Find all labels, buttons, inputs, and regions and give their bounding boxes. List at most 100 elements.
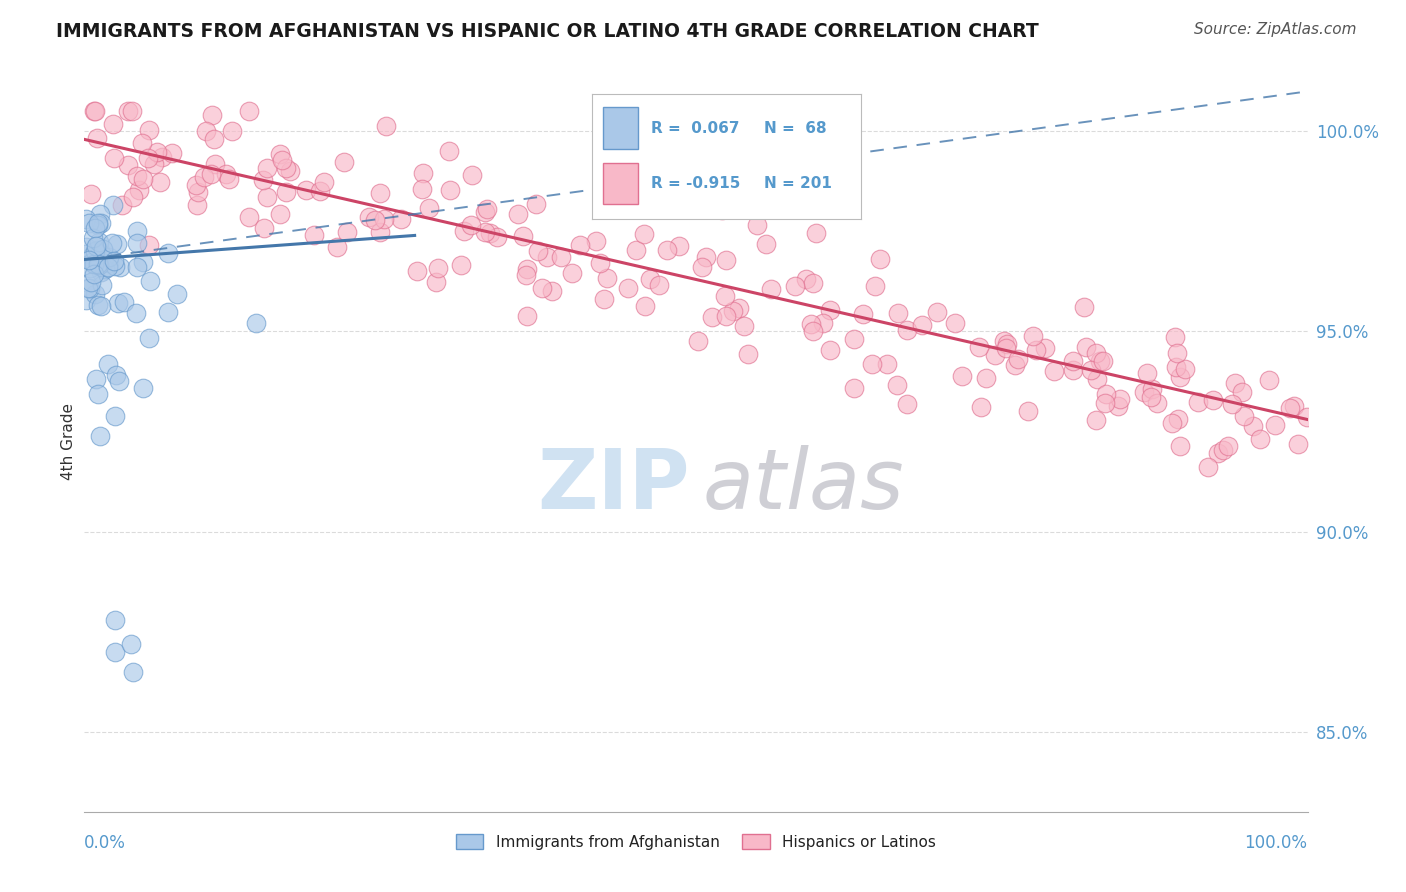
- Point: [585, 234, 607, 248]
- Point: [125, 236, 148, 251]
- Point: [87, 218, 110, 232]
- Point: [1164, 359, 1187, 374]
- Point: [79, 281, 101, 295]
- Point: [716, 252, 738, 267]
- Point: [90, 299, 112, 313]
- Point: [592, 292, 614, 306]
- Point: [1043, 364, 1066, 378]
- Point: [202, 132, 225, 146]
- Point: [252, 173, 274, 187]
- Point: [1187, 395, 1209, 409]
- Legend: Immigrants from Afghanistan, Hispanics or Latinos: Immigrants from Afghanistan, Hispanics o…: [450, 828, 942, 856]
- Point: [274, 185, 297, 199]
- Point: [128, 183, 150, 197]
- Point: [852, 307, 875, 321]
- Point: [110, 198, 132, 212]
- Point: [138, 331, 160, 345]
- Point: [112, 295, 135, 310]
- Point: [138, 122, 160, 136]
- Point: [364, 213, 387, 227]
- Point: [596, 271, 619, 285]
- Point: [995, 342, 1018, 356]
- Point: [475, 202, 498, 217]
- Point: [304, 228, 326, 243]
- Point: [97, 357, 120, 371]
- Point: [1160, 416, 1182, 430]
- Point: [1218, 439, 1240, 453]
- Point: [995, 337, 1018, 351]
- Point: [80, 187, 103, 202]
- Point: [1295, 409, 1317, 424]
- Point: [157, 246, 180, 260]
- Point: [844, 381, 866, 395]
- Point: [453, 224, 475, 238]
- Point: [588, 256, 610, 270]
- Point: [869, 252, 891, 266]
- Point: [79, 261, 101, 276]
- Point: [516, 261, 538, 276]
- Point: [75, 246, 97, 260]
- Point: [1197, 459, 1219, 474]
- Point: [527, 244, 550, 258]
- Point: [842, 332, 865, 346]
- Point: [368, 225, 391, 239]
- Point: [714, 309, 737, 323]
- Point: [1092, 354, 1115, 368]
- Point: [101, 118, 124, 132]
- Point: [269, 146, 291, 161]
- Y-axis label: 4th Grade: 4th Grade: [60, 403, 76, 480]
- Point: [104, 645, 127, 659]
- Point: [657, 243, 679, 257]
- Point: [860, 357, 883, 371]
- Point: [160, 146, 183, 161]
- Point: [238, 210, 260, 224]
- Point: [276, 161, 298, 175]
- Point: [138, 238, 160, 252]
- Point: [1085, 346, 1108, 360]
- Point: [108, 260, 131, 274]
- Point: [418, 202, 440, 216]
- Point: [215, 168, 238, 182]
- Point: [121, 190, 143, 204]
- Point: [1230, 384, 1253, 399]
- Point: [127, 260, 149, 274]
- Point: [194, 124, 217, 138]
- Point: [86, 257, 108, 271]
- Point: [373, 211, 395, 226]
- Point: [460, 218, 482, 232]
- Point: [801, 276, 824, 290]
- Point: [101, 236, 124, 251]
- Point: [541, 284, 564, 298]
- Point: [86, 298, 108, 312]
- Point: [166, 287, 188, 301]
- Point: [1206, 445, 1229, 459]
- Point: [818, 303, 841, 318]
- Point: [77, 252, 100, 267]
- Point: [156, 305, 179, 319]
- Point: [524, 197, 547, 211]
- Point: [450, 258, 472, 272]
- Point: [143, 156, 166, 170]
- Point: [967, 340, 990, 354]
- Point: [1133, 384, 1156, 399]
- Point: [93, 261, 115, 276]
- Point: [688, 334, 710, 348]
- Point: [737, 346, 759, 360]
- Point: [80, 254, 103, 268]
- Point: [389, 212, 412, 227]
- Point: [561, 266, 583, 280]
- Point: [1062, 353, 1084, 368]
- Point: [89, 246, 111, 260]
- Point: [89, 258, 111, 272]
- Point: [186, 198, 208, 212]
- Point: [87, 216, 110, 230]
- Point: [1095, 386, 1118, 401]
- Text: ZIP: ZIP: [537, 445, 690, 526]
- Point: [218, 172, 240, 186]
- Point: [122, 665, 145, 679]
- Point: [221, 124, 243, 138]
- Point: [149, 175, 172, 189]
- Point: [896, 323, 918, 337]
- Point: [139, 274, 162, 288]
- Point: [695, 250, 717, 264]
